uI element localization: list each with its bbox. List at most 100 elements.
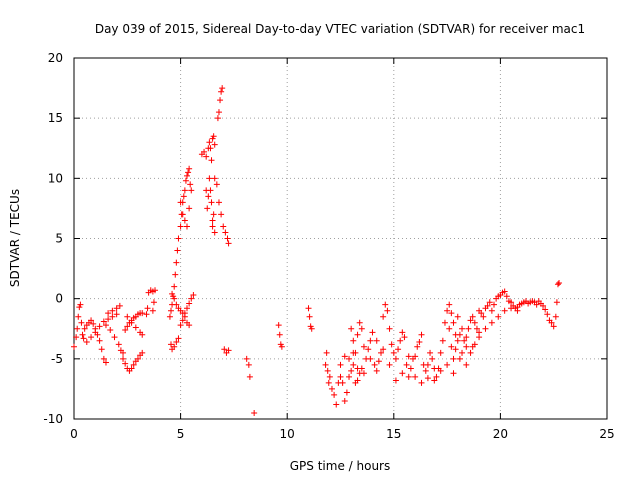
data-point: [177, 199, 184, 206]
data-point: [348, 367, 355, 374]
data-point: [180, 193, 187, 200]
data-point: [120, 355, 127, 362]
data-point: [465, 325, 472, 332]
data-point: [71, 343, 77, 350]
data-point: [98, 346, 105, 353]
data-point: [418, 379, 425, 386]
data-point: [134, 355, 141, 362]
data-point: [552, 313, 559, 320]
data-point: [326, 373, 333, 380]
data-point: [390, 349, 397, 356]
data-point: [211, 229, 218, 236]
data-point: [444, 307, 451, 314]
data-point: [169, 290, 176, 297]
data-point: [450, 319, 457, 326]
data-point: [179, 317, 186, 324]
data-point: [173, 338, 180, 345]
y-axis-label: SDTVAR / TECUs: [8, 189, 22, 287]
data-point: [471, 319, 478, 326]
data-point: [484, 302, 491, 309]
data-point: [166, 313, 173, 320]
data-point: [325, 379, 332, 386]
data-point: [139, 349, 146, 356]
data-point: [473, 325, 480, 332]
data-point: [79, 331, 86, 338]
data-point: [173, 259, 180, 266]
data-point: [107, 326, 114, 333]
data-point: [448, 343, 455, 350]
data-point: [388, 341, 395, 348]
data-point: [401, 334, 408, 341]
data-point: [306, 313, 313, 320]
data-point: [450, 370, 457, 377]
data-point: [399, 370, 406, 377]
data-point: [463, 361, 470, 368]
data-point: [454, 313, 461, 320]
data-point: [105, 316, 112, 323]
data-point: [152, 287, 159, 294]
data-point: [412, 373, 419, 380]
x-tick-label: 5: [177, 427, 185, 441]
data-point: [102, 359, 109, 366]
data-point: [73, 334, 80, 341]
data-point: [109, 313, 116, 320]
data-point: [173, 301, 180, 308]
data-point: [120, 349, 127, 356]
data-point: [209, 223, 216, 230]
x-axis-label: GPS time / hours: [290, 459, 391, 473]
data-point: [210, 133, 217, 140]
data-point: [378, 349, 385, 356]
data-point: [354, 377, 361, 384]
data-point: [482, 325, 489, 332]
data-point: [380, 313, 387, 320]
data-point: [88, 334, 95, 341]
data-point: [224, 235, 231, 242]
data-point: [218, 211, 225, 218]
data-point: [331, 391, 338, 398]
data-point: [360, 343, 367, 350]
data-point: [207, 187, 214, 194]
chart-title: Day 039 of 2015, Sidereal Day-to-day VTE…: [95, 22, 585, 36]
data-point: [144, 305, 151, 312]
data-point: [214, 115, 221, 122]
data-point: [105, 310, 112, 317]
data-point: [308, 325, 315, 332]
data-point: [467, 317, 474, 324]
data-point: [177, 223, 184, 230]
data-point: [219, 85, 226, 92]
data-point: [215, 109, 222, 116]
data-point: [480, 313, 487, 320]
data-point: [356, 319, 363, 326]
data-point: [333, 401, 340, 408]
data-point: [171, 295, 178, 302]
data-point: [343, 389, 350, 396]
x-tick-label: 25: [599, 427, 614, 441]
data-point: [422, 367, 429, 374]
data-point: [78, 319, 85, 326]
data-point: [469, 313, 476, 320]
data-point: [143, 311, 150, 318]
data-point: [450, 355, 457, 362]
data-point: [412, 353, 419, 360]
data-point: [414, 343, 421, 350]
data-point: [337, 373, 344, 380]
data-point: [416, 338, 423, 345]
data-point: [122, 360, 129, 367]
data-point: [322, 361, 329, 368]
data-point: [476, 329, 483, 336]
data-point: [324, 367, 331, 374]
data-point: [554, 281, 561, 288]
data-point: [179, 211, 186, 218]
data-point: [397, 337, 404, 344]
data-point: [150, 299, 157, 306]
axis-ticks: [73, 57, 608, 420]
data-point: [186, 322, 193, 329]
data-point: [369, 329, 376, 336]
data-point: [392, 377, 399, 384]
data-point: [128, 319, 135, 326]
data-point: [514, 307, 521, 314]
data-point: [354, 331, 361, 338]
data-point: [452, 346, 459, 353]
data-point: [384, 307, 391, 314]
